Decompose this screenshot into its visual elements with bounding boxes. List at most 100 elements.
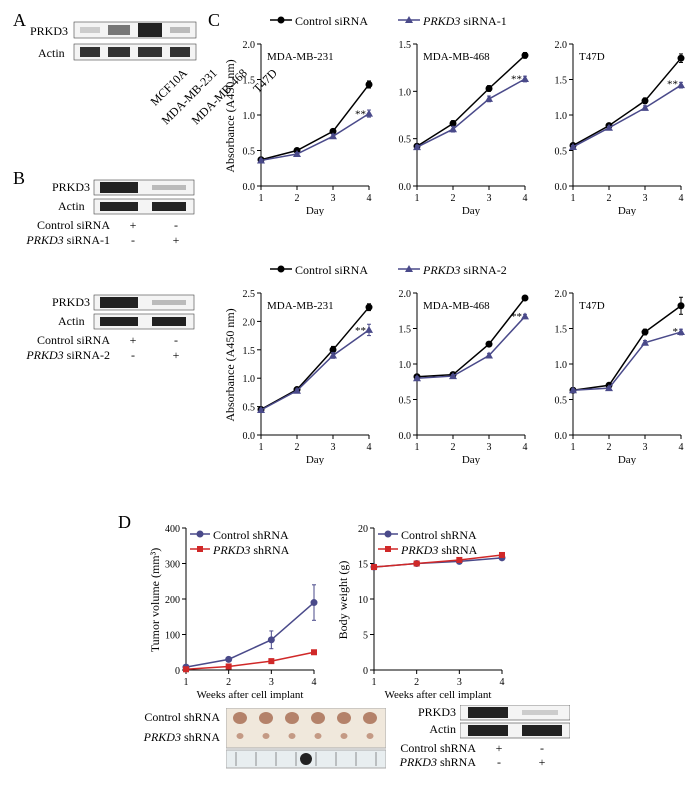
svg-text:4: 4 xyxy=(523,442,528,453)
svg-text:1.0: 1.0 xyxy=(243,374,256,385)
svg-text:2.0: 2.0 xyxy=(555,289,568,300)
svg-text:4: 4 xyxy=(679,442,684,453)
actin-label: Actin xyxy=(58,199,85,214)
svg-text:*: * xyxy=(673,326,679,338)
panel-d-label: D xyxy=(118,512,131,533)
svg-text:3: 3 xyxy=(643,442,648,453)
svg-text:0.0: 0.0 xyxy=(243,431,256,442)
svg-text:1.5: 1.5 xyxy=(555,325,568,336)
svg-text:0.0: 0.0 xyxy=(555,431,568,442)
svg-text:**: ** xyxy=(667,79,678,91)
svg-text:4: 4 xyxy=(679,193,684,204)
svg-text:1.0: 1.0 xyxy=(399,87,412,98)
svg-text:3: 3 xyxy=(487,442,492,453)
svg-text:3: 3 xyxy=(331,193,336,204)
svg-text:300: 300 xyxy=(165,560,180,571)
panel-c-chart: 0.00.51.01.51234DayMDA-MB-468** xyxy=(381,36,531,221)
svg-text:1.5: 1.5 xyxy=(243,76,256,87)
svg-text:4: 4 xyxy=(523,193,528,204)
photo-label-ctrl: Control shRNA xyxy=(132,710,220,725)
svg-text:2: 2 xyxy=(607,193,612,204)
svg-text:20: 20 xyxy=(358,524,368,535)
svg-text:Day: Day xyxy=(306,205,325,216)
panel-c-legend-top: Control siRNA PRKD3 siRNA-1 xyxy=(270,14,507,29)
legend-item: PRKD3 siRNA-2 xyxy=(398,263,507,278)
panel-a-prkd3-label: PRKD3 xyxy=(30,24,68,39)
svg-text:2.0: 2.0 xyxy=(243,317,256,328)
svg-text:Day: Day xyxy=(618,205,637,216)
svg-text:2.5: 2.5 xyxy=(243,289,256,300)
svg-text:1: 1 xyxy=(571,442,576,453)
photo-label-treat: PRKD3 shRNA xyxy=(132,730,220,745)
svg-text:2: 2 xyxy=(295,442,300,453)
svg-text:1: 1 xyxy=(259,442,264,453)
panel-c-legend-bottom: Control siRNA PRKD3 siRNA-2 xyxy=(270,263,507,278)
svg-text:Weeks after cell implant: Weeks after cell implant xyxy=(385,689,492,700)
panel-b-block2: PRKD3ActinControl siRNA + -PRKD3 siRNA-2… xyxy=(28,293,198,338)
svg-text:1: 1 xyxy=(259,193,264,204)
line-chart: 0.00.51.01.52.01234DayMDA-MB-468** xyxy=(381,285,531,465)
panel-a-actin-label: Actin xyxy=(38,46,65,61)
svg-text:3: 3 xyxy=(643,193,648,204)
actin-label: Actin xyxy=(408,722,456,737)
panel-d-chart: 051015201234Weeks after cell implant xyxy=(338,520,508,705)
svg-text:0.5: 0.5 xyxy=(243,403,256,414)
svg-text:400: 400 xyxy=(165,524,180,535)
svg-text:1.5: 1.5 xyxy=(243,346,256,357)
svg-text:0.5: 0.5 xyxy=(243,147,256,158)
svg-text:2.0: 2.0 xyxy=(555,40,568,51)
svg-text:1.0: 1.0 xyxy=(555,360,568,371)
condition-row: PRKD3 siRNA-2 - + xyxy=(20,348,210,363)
condition-row: Control siRNA + - xyxy=(20,333,210,348)
svg-text:100: 100 xyxy=(165,631,180,642)
svg-text:MDA-MB-231: MDA-MB-231 xyxy=(267,51,334,63)
svg-text:0.0: 0.0 xyxy=(399,182,412,193)
panel-b: PRKD3ActinControl siRNA + -PRKD3 siRNA-1… xyxy=(28,178,198,268)
legend-item: PRKD3 siRNA-1 xyxy=(398,14,507,29)
panel-d-chart: 01002003004001234Weeks after cell implan… xyxy=(150,520,320,705)
svg-text:1.5: 1.5 xyxy=(399,325,412,336)
svg-text:2: 2 xyxy=(451,442,456,453)
tumor-photo xyxy=(226,708,386,770)
svg-text:1.5: 1.5 xyxy=(555,76,568,87)
panel-c-chart: 0.00.51.01.52.01234DayT47D* xyxy=(537,285,687,470)
svg-text:15: 15 xyxy=(358,560,368,571)
svg-text:1: 1 xyxy=(571,193,576,204)
svg-text:0.0: 0.0 xyxy=(555,182,568,193)
svg-text:3: 3 xyxy=(487,193,492,204)
svg-text:2.0: 2.0 xyxy=(399,289,412,300)
svg-text:0: 0 xyxy=(175,666,180,677)
condition-row: PRKD3 shRNA - + xyxy=(380,755,580,770)
legend-item: Control siRNA xyxy=(270,14,368,29)
svg-text:1.0: 1.0 xyxy=(555,111,568,122)
panel-a-label: A xyxy=(13,10,26,31)
svg-text:4: 4 xyxy=(312,677,317,688)
panel-d-blots xyxy=(460,705,570,741)
svg-text:2: 2 xyxy=(226,677,231,688)
svg-text:1: 1 xyxy=(415,193,420,204)
svg-text:1.0: 1.0 xyxy=(243,111,256,122)
svg-text:3: 3 xyxy=(331,442,336,453)
panel-c-chart: 0.00.51.01.52.02.51234DayMDA-MB-231** xyxy=(225,285,375,470)
svg-text:**: ** xyxy=(355,108,366,120)
svg-text:1: 1 xyxy=(184,677,189,688)
svg-text:Day: Day xyxy=(306,454,325,465)
prkd3-label: PRKD3 xyxy=(52,180,90,195)
svg-text:MDA-MB-231: MDA-MB-231 xyxy=(267,300,334,312)
panel-c-chart: 0.00.51.01.52.01234DayT47D** xyxy=(537,36,687,221)
svg-text:3: 3 xyxy=(269,677,274,688)
svg-text:Day: Day xyxy=(462,454,481,465)
svg-text:0.0: 0.0 xyxy=(243,182,256,193)
legend-item: Control siRNA xyxy=(270,263,368,278)
svg-text:**: ** xyxy=(511,73,522,85)
svg-text:2: 2 xyxy=(451,193,456,204)
condition-row: PRKD3 siRNA-1 - + xyxy=(20,233,210,248)
prkd3-label: PRKD3 xyxy=(52,295,90,310)
svg-text:1.5: 1.5 xyxy=(399,40,412,51)
panel-c-chart: 0.00.51.01.52.01234DayMDA-MB-468** xyxy=(381,285,531,470)
panel-c-label: C xyxy=(208,10,220,31)
svg-text:Day: Day xyxy=(618,454,637,465)
svg-text:0: 0 xyxy=(363,666,368,677)
panel-b-block1: PRKD3ActinControl siRNA + -PRKD3 siRNA-1… xyxy=(28,178,198,223)
panel-a: PRKD3 Actin MCF10AMDA-MB-231MDA-MB-468T4… xyxy=(30,20,200,75)
